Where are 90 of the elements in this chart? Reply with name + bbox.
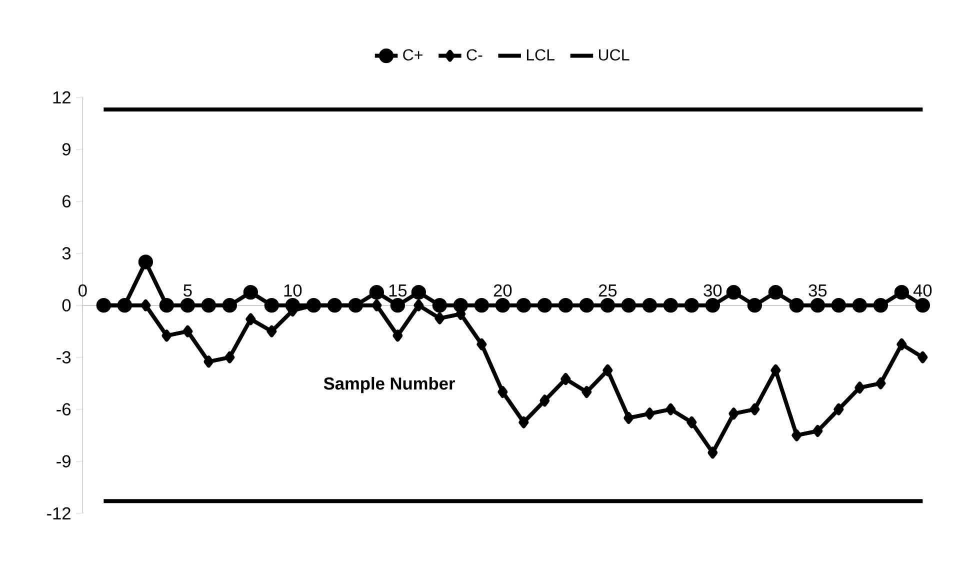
point xyxy=(246,313,256,326)
x-tick-label: 35 xyxy=(808,284,827,297)
point xyxy=(495,298,510,313)
y-tick-label: 3 xyxy=(62,247,71,260)
point xyxy=(582,386,592,398)
x-tick-label: 20 xyxy=(494,284,512,297)
point xyxy=(663,298,678,313)
point xyxy=(182,325,193,338)
x-tick-label: 0 xyxy=(78,284,87,297)
point xyxy=(770,364,781,376)
point xyxy=(600,298,616,313)
point xyxy=(918,351,928,364)
point xyxy=(747,298,762,313)
point xyxy=(201,298,216,313)
point xyxy=(224,351,235,364)
point xyxy=(915,298,930,313)
y-tick-label: 9 xyxy=(62,143,70,156)
point xyxy=(222,298,238,313)
point xyxy=(138,254,154,270)
point xyxy=(392,330,403,342)
x-tick-label: 5 xyxy=(184,284,192,297)
point xyxy=(792,429,802,442)
point xyxy=(369,284,384,300)
point xyxy=(162,330,172,342)
point xyxy=(621,298,636,313)
point xyxy=(750,403,760,416)
point xyxy=(852,298,868,313)
point xyxy=(516,298,532,313)
point xyxy=(831,298,846,313)
point xyxy=(537,298,552,313)
y-tick-label: 12 xyxy=(53,91,70,104)
point xyxy=(264,298,280,313)
point xyxy=(411,284,426,300)
point xyxy=(159,298,174,313)
point xyxy=(728,408,739,420)
legend-label: C- xyxy=(466,49,482,61)
point xyxy=(432,298,448,313)
point xyxy=(434,312,445,324)
point xyxy=(768,284,784,300)
point xyxy=(705,298,720,313)
point xyxy=(708,446,718,459)
point xyxy=(726,284,742,300)
legend-label: C+ xyxy=(403,49,422,61)
point xyxy=(560,372,571,385)
point xyxy=(684,298,700,313)
point xyxy=(540,394,550,407)
y-tick-label: 0 xyxy=(62,299,71,312)
legend-label: UCL xyxy=(598,49,630,61)
x-tick-label: 15 xyxy=(389,284,407,297)
point xyxy=(266,325,277,338)
x-tick-label: 30 xyxy=(704,284,722,297)
point xyxy=(834,403,844,416)
x-tick-label: 10 xyxy=(284,284,302,297)
point xyxy=(518,416,529,428)
point xyxy=(498,386,508,398)
point xyxy=(476,338,487,350)
point xyxy=(894,284,910,300)
point xyxy=(789,298,804,313)
point xyxy=(204,356,214,368)
x-axis-title: Sample Number xyxy=(324,376,455,394)
point xyxy=(854,382,865,394)
point xyxy=(140,299,151,312)
point xyxy=(414,299,424,312)
y-tick-label: -9 xyxy=(56,455,70,468)
point xyxy=(453,298,468,313)
x-tick-label: 40 xyxy=(913,284,932,297)
point xyxy=(180,298,196,313)
point xyxy=(558,298,574,313)
point xyxy=(642,298,658,313)
y-tick-label: -6 xyxy=(56,403,71,416)
point xyxy=(579,298,594,313)
y-tick-label: -12 xyxy=(47,507,70,520)
point xyxy=(474,298,490,313)
point xyxy=(243,284,258,300)
y-tick-label: -3 xyxy=(56,351,71,364)
point xyxy=(876,377,886,390)
point xyxy=(372,299,382,312)
y-tick-label: 6 xyxy=(62,195,71,208)
point xyxy=(686,416,697,428)
point xyxy=(896,338,907,350)
legend-label: LCL xyxy=(526,49,554,61)
point xyxy=(602,364,613,376)
point xyxy=(873,298,888,313)
point xyxy=(644,408,655,420)
point xyxy=(390,298,406,313)
point xyxy=(810,298,826,313)
point xyxy=(666,403,676,416)
point xyxy=(624,412,634,424)
x-tick-label: 25 xyxy=(598,284,617,297)
point xyxy=(812,424,823,437)
